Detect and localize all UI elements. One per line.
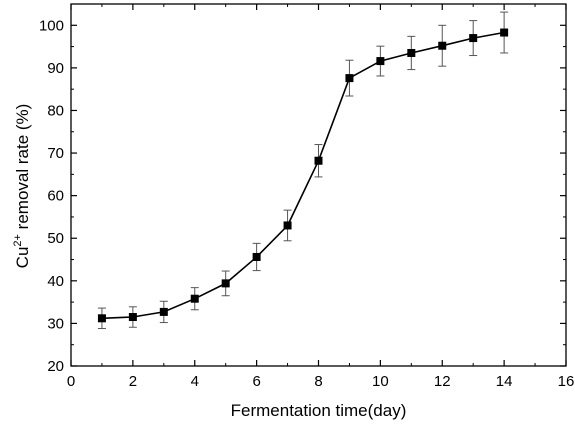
y-tick-label-70: 70 (47, 145, 64, 162)
x-tick-label-2: 2 (129, 373, 137, 390)
y-axis-title-suffix: removal rate (%) (13, 104, 32, 234)
y-tick-label-40: 40 (47, 273, 64, 290)
data-point-day-9 (345, 74, 354, 83)
plot-area-frame (70, 3, 567, 367)
data-point-day-7 (283, 221, 292, 230)
y-tick-label-20: 20 (47, 358, 64, 375)
y-axis-title: Cu2+ removal rate (%) (12, 104, 32, 269)
data-point-day-11 (407, 48, 416, 57)
y-tick-label-30: 30 (47, 315, 64, 332)
data-point-day-5 (221, 279, 230, 288)
data-point-day-2 (128, 313, 137, 322)
error-bars (97, 11, 509, 330)
y-axis-title-prefix: Cu (13, 247, 32, 269)
data-point-day-4 (190, 294, 199, 303)
data-point-day-8 (314, 156, 323, 165)
x-tick-label-0: 0 (67, 373, 75, 390)
data-point-day-3 (159, 307, 168, 316)
x-tick-label-12: 12 (434, 373, 451, 390)
data-point-day-14 (500, 28, 509, 37)
x-tick-label-14: 14 (496, 373, 513, 390)
x-axis-title: Fermentation time(day) (231, 401, 407, 420)
data-point-day-10 (376, 57, 385, 66)
x-tick-label-16: 16 (558, 373, 575, 390)
y-tick-label-50: 50 (47, 230, 64, 247)
data-point-day-1 (97, 314, 106, 323)
x-tick-label-4: 4 (191, 373, 199, 390)
data-markers (97, 28, 509, 323)
y-tick-label-60: 60 (47, 188, 64, 205)
y-tick-label-80: 80 (47, 102, 64, 119)
data-point-day-6 (252, 252, 261, 261)
axis-ticks: 0 2 4 6 8 10 12 14 16 20 30 40 50 60 70 80 90 100 (39, 4, 574, 390)
data-point-day-13 (469, 34, 478, 43)
y-tick-label-90: 90 (47, 60, 64, 77)
x-tick-label-8: 8 (314, 373, 322, 390)
y-tick-label-100: 100 (39, 17, 64, 34)
y-axis-title-superscript: 2+ (12, 234, 24, 247)
x-tick-label-10: 10 (372, 373, 389, 390)
series-line (101, 31, 505, 320)
x-tick-label-6: 6 (252, 373, 260, 390)
data-point-day-12 (438, 41, 447, 50)
